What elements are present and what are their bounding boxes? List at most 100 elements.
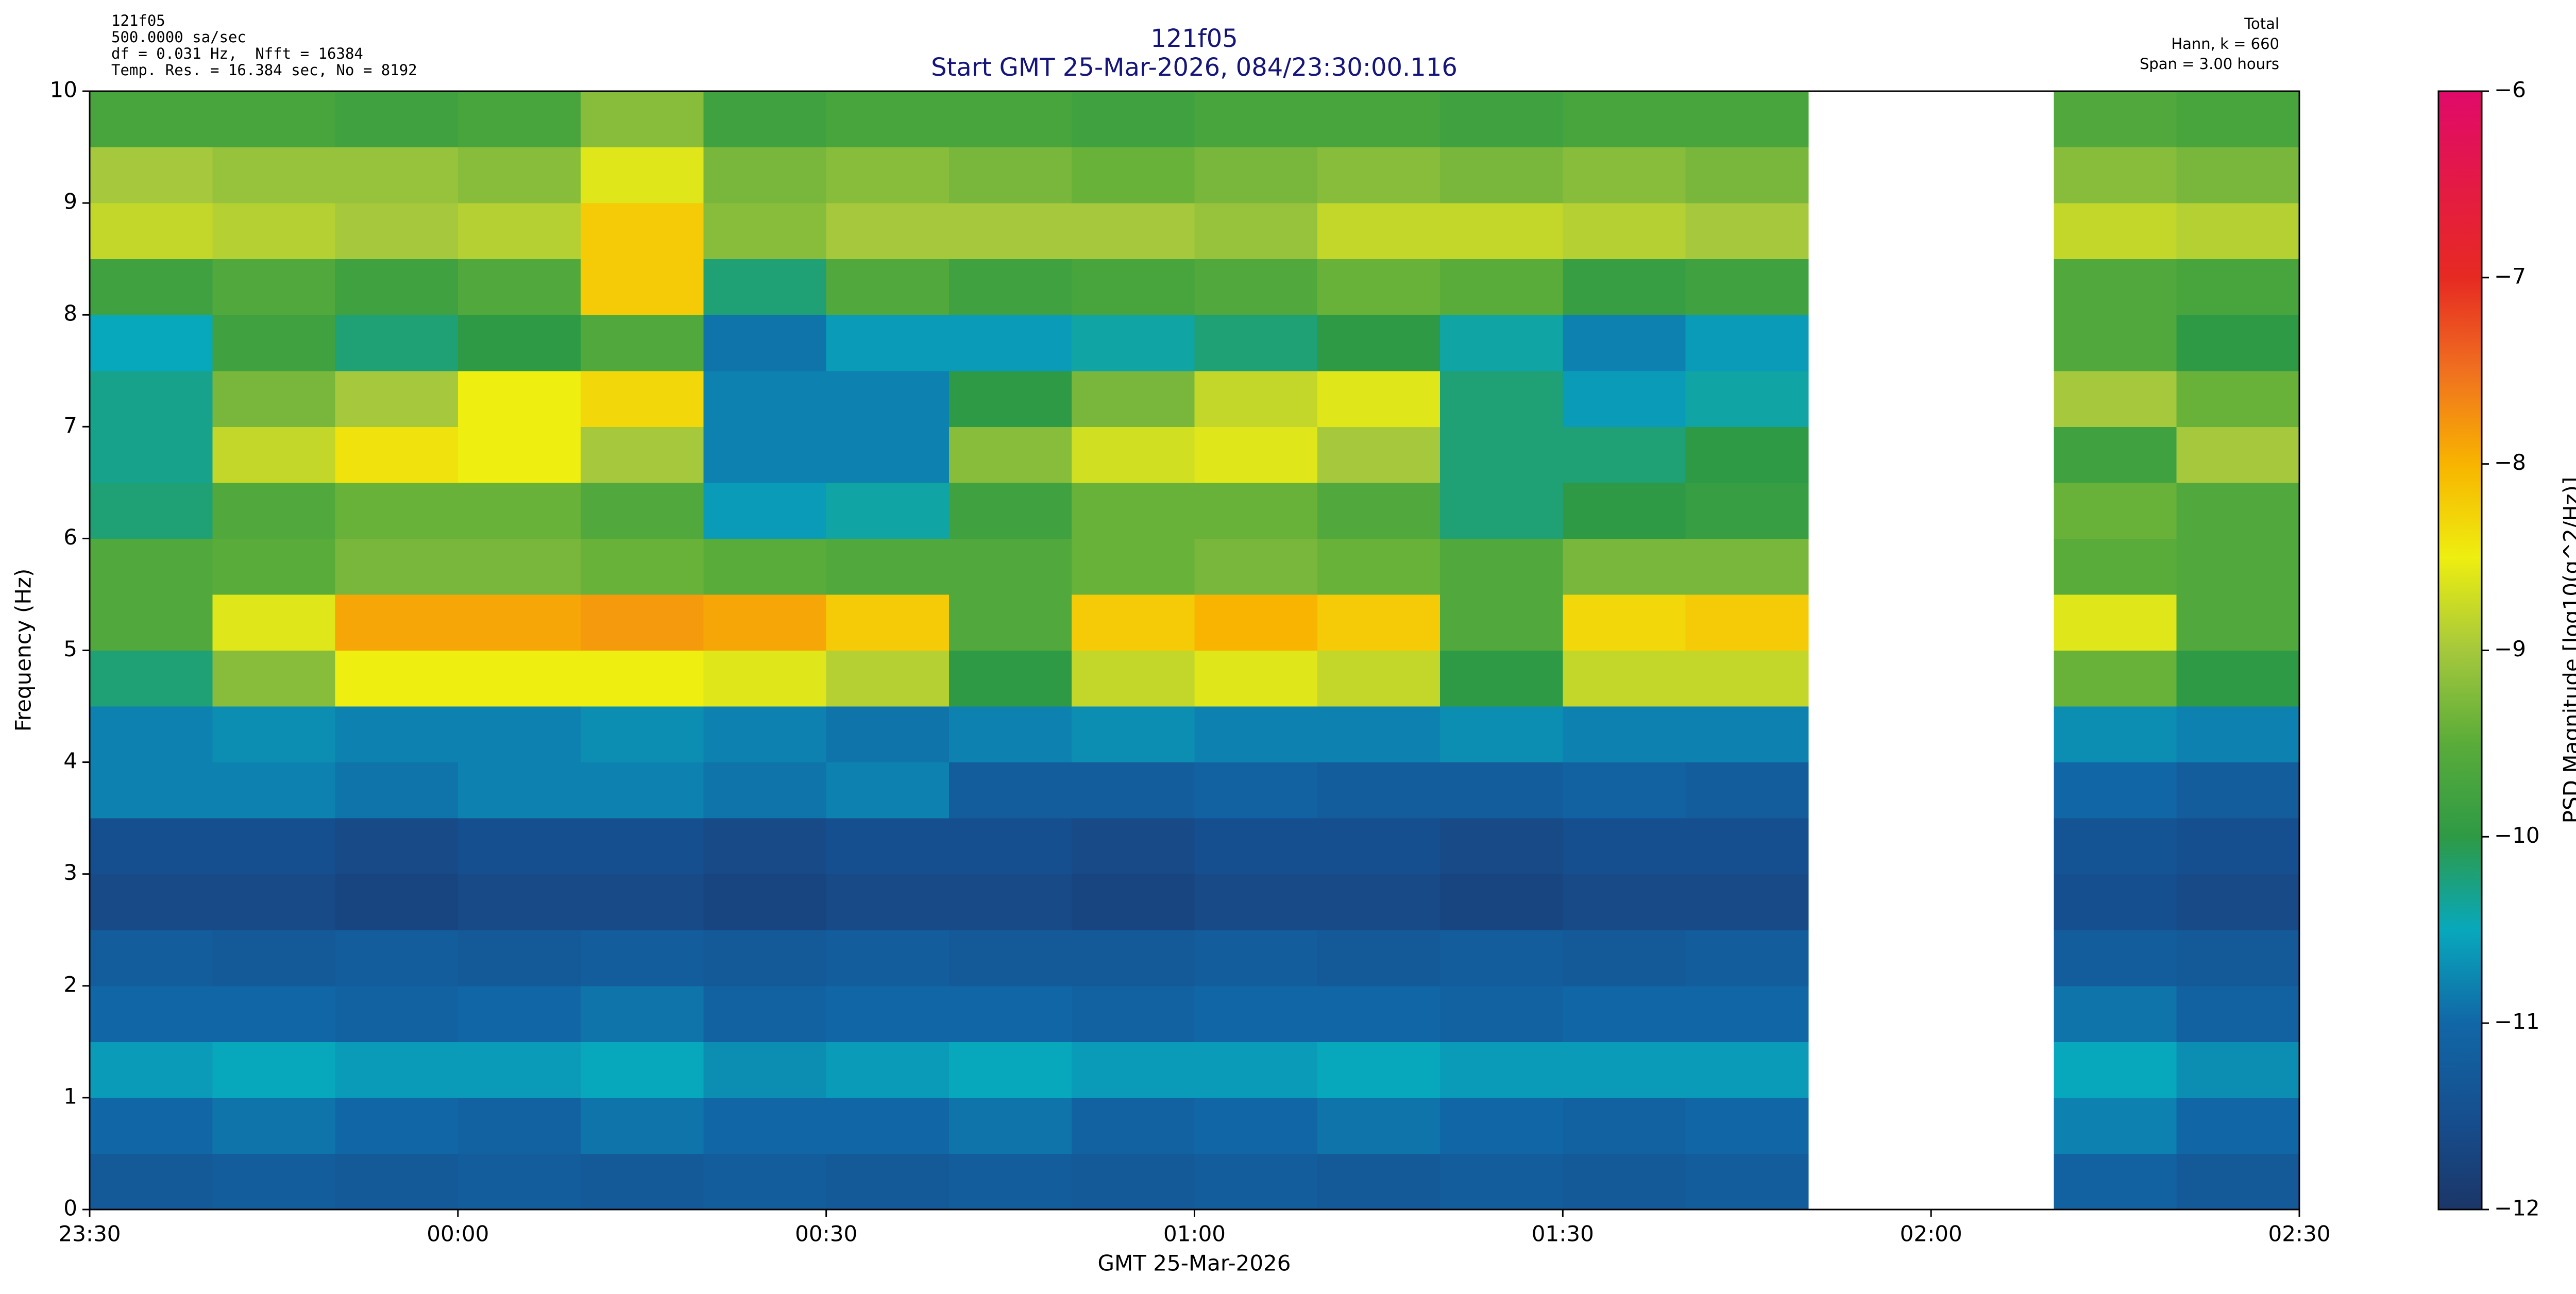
heatmap-cell (90, 259, 213, 315)
heatmap-cell (2176, 538, 2300, 595)
heatmap-cell (1440, 818, 1563, 875)
heatmap-cell (1440, 427, 1563, 483)
heatmap-cell (826, 1042, 950, 1098)
heatmap-cell (1685, 482, 1809, 539)
heatmap-cell (2176, 1042, 2300, 1098)
heatmap-cell (826, 762, 950, 819)
heatmap-cell (703, 594, 827, 651)
heatmap-cell (1563, 706, 1686, 763)
heatmap-cell (581, 1097, 704, 1154)
heatmap-cell (581, 370, 704, 427)
heatmap-cell (948, 203, 1072, 260)
heatmap-cell (335, 985, 459, 1042)
heatmap-cell (2054, 315, 2177, 371)
x-tick-label: 00:30 (795, 1221, 857, 1247)
heatmap-cell (1194, 538, 1318, 595)
colorbar-tick-label: −7 (2494, 263, 2526, 288)
heatmap-cell (335, 706, 459, 763)
heatmap-cell (457, 1153, 581, 1210)
heatmap-cell (1440, 874, 1563, 930)
heatmap-cell (1563, 874, 1686, 930)
heatmap-cell (826, 930, 950, 986)
heatmap-cell (703, 706, 827, 763)
heatmap-cell (212, 91, 336, 148)
heatmap-cell (948, 91, 1072, 148)
heatmap-cell (335, 818, 459, 875)
heatmap-cell (703, 874, 827, 930)
heatmap-cell (1072, 762, 1195, 819)
heatmap-cell (1072, 985, 1195, 1042)
heatmap-cell (1685, 203, 1809, 260)
heatmap-cell (212, 203, 336, 260)
heatmap-cell (581, 874, 704, 930)
info-right: Hann, k = 660 (2171, 35, 2279, 53)
heatmap-cell (1563, 594, 1686, 651)
heatmap-cell (1317, 147, 1440, 203)
heatmap-cell (581, 1042, 704, 1098)
heatmap-cell (457, 315, 581, 371)
y-tick-label: 3 (63, 860, 77, 885)
heatmap-cell (457, 427, 581, 483)
heatmap-cell (703, 427, 827, 483)
heatmap-cell (2054, 1097, 2177, 1154)
heatmap-cell (948, 706, 1072, 763)
heatmap-cell (90, 370, 213, 427)
heatmap-cell (1440, 482, 1563, 539)
heatmap-cell (1194, 259, 1318, 315)
heatmap-cell (1685, 985, 1809, 1042)
y-tick-label: 5 (63, 636, 77, 661)
heatmap-cell (90, 1042, 213, 1098)
heatmap-cell (457, 818, 581, 875)
heatmap-cell (1440, 259, 1563, 315)
heatmap-cell (90, 706, 213, 763)
info-right: Total (2244, 15, 2279, 32)
heatmap-cell (1194, 370, 1318, 427)
heatmap-cell (1317, 818, 1440, 875)
heatmap-cell (826, 370, 950, 427)
heatmap-cell (1072, 594, 1195, 651)
heatmap-cell (703, 762, 827, 819)
heatmap-cell (1440, 315, 1563, 371)
heatmap-cell (335, 91, 459, 148)
heatmap-cell (948, 315, 1072, 371)
heatmap-cell (90, 874, 213, 930)
heatmap-cell (826, 147, 950, 203)
heatmap-cell (1440, 985, 1563, 1042)
x-tick-label: 01:00 (1163, 1221, 1226, 1247)
heatmap-cell (581, 91, 704, 148)
heatmap-cell (581, 259, 704, 315)
heatmap-cell (1072, 91, 1195, 148)
heatmap-cell (1685, 650, 1809, 707)
y-tick-label: 1 (63, 1083, 77, 1109)
heatmap-cell (1440, 706, 1563, 763)
heatmap-cell (212, 147, 336, 203)
heatmap-cell (826, 203, 950, 260)
heatmap-cell (703, 370, 827, 427)
heatmap-cell (2176, 203, 2300, 260)
heatmap-cell (1563, 538, 1686, 595)
heatmap-cell (90, 650, 213, 707)
heatmap-cell (2054, 91, 2177, 148)
heatmap-cell (1685, 874, 1809, 930)
info-left: 500.0000 sa/sec (111, 28, 246, 46)
heatmap-cell (1440, 147, 1563, 203)
heatmap-cell (826, 1153, 950, 1210)
heatmap-cell (1194, 91, 1318, 148)
heatmap-cell (212, 762, 336, 819)
heatmap-cell (335, 538, 459, 595)
heatmap-cell (948, 818, 1072, 875)
heatmap-cell (1317, 427, 1440, 483)
heatmap-cell (2176, 427, 2300, 483)
y-tick-label: 4 (63, 748, 77, 773)
heatmap-cell (1685, 1153, 1809, 1210)
info-left: 121f05 (111, 12, 165, 29)
heatmap-cell (1563, 1153, 1686, 1210)
heatmap-cell (1317, 370, 1440, 427)
heatmap-cell (948, 594, 1072, 651)
heatmap-cell (948, 259, 1072, 315)
heatmap-cell (703, 1042, 827, 1098)
info-left: Temp. Res. = 16.384 sec, No = 8192 (111, 61, 417, 79)
heatmap-cell (703, 259, 827, 315)
colorbar-label: PSD Magnitude [log10(g^2/Hz)] (2559, 477, 2576, 824)
heatmap-cell (2054, 259, 2177, 315)
